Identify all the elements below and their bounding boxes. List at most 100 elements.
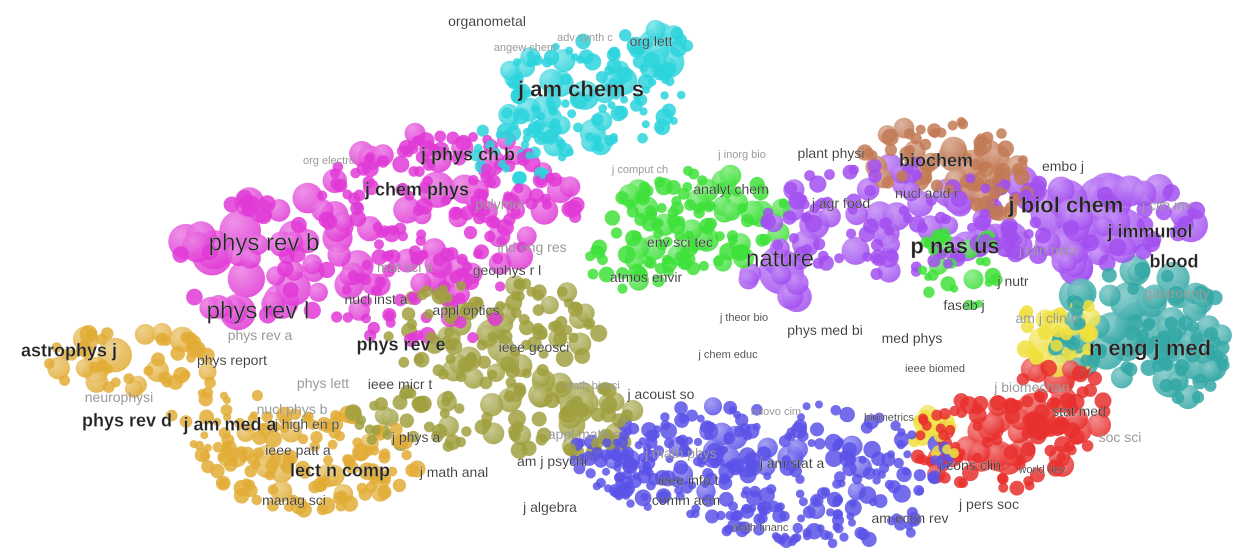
journal-bubble-medicine-red[interactable] <box>931 409 943 421</box>
journal-bubble-medicine-red[interactable] <box>1040 359 1057 377</box>
journal-bubble-physics-magenta[interactable] <box>333 181 344 192</box>
journal-bubble-social-blue[interactable] <box>753 524 765 536</box>
journal-bubble-math-gold[interactable] <box>199 409 215 425</box>
journal-bubble-chemistry-cyan[interactable] <box>637 74 654 91</box>
journal-bubble-environment-green[interactable] <box>759 233 771 246</box>
journal-label[interactable]: biochem <box>899 150 974 171</box>
journal-bubble-social-blue[interactable] <box>632 472 641 481</box>
journal-bubble-engineering-olive[interactable] <box>439 408 450 419</box>
journal-bubble-social-blue[interactable] <box>903 450 912 459</box>
journal-label[interactable]: lect n comp <box>290 460 391 481</box>
journal-bubble-biology-purple[interactable] <box>979 208 990 219</box>
journal-bubble-physics-magenta[interactable] <box>422 158 436 171</box>
journal-bubble-biochem-brown[interactable] <box>978 195 995 212</box>
journal-bubble-engineering-olive[interactable] <box>510 307 522 319</box>
journal-bubble-math-gold[interactable] <box>234 417 246 429</box>
journal-bubble-physics-magenta[interactable] <box>510 207 521 218</box>
journal-bubble-engineering-olive[interactable] <box>531 411 547 427</box>
journal-bubble-environment-green[interactable] <box>950 284 959 293</box>
journal-bubble-chemistry-cyan[interactable] <box>520 140 530 149</box>
journal-bubble-physics-magenta[interactable] <box>407 292 418 303</box>
journal-bubble-social-blue[interactable] <box>797 514 806 523</box>
journal-bubble-physics-magenta[interactable] <box>459 206 475 221</box>
journal-bubble-biology-purple[interactable] <box>980 183 991 194</box>
journal-bubble-biology-purple[interactable] <box>977 233 993 249</box>
journal-bubble-physics-magenta[interactable] <box>413 330 424 341</box>
journal-bubble-chemistry-cyan[interactable] <box>660 91 669 100</box>
journal-bubble-biology-purple[interactable] <box>1155 204 1172 221</box>
journal-label[interactable]: gastroenty <box>1144 285 1209 301</box>
journal-label[interactable]: math biosci <box>564 380 620 392</box>
journal-bubble-engineering-olive[interactable] <box>521 339 532 351</box>
journal-bubble-social-blue[interactable] <box>720 446 728 454</box>
journal-label[interactable]: analyt chem <box>693 181 769 198</box>
journal-bubble-physics-magenta[interactable] <box>361 259 372 270</box>
journal-bubble-math-gold[interactable] <box>341 495 359 512</box>
journal-bubble-physics-magenta[interactable] <box>513 183 524 194</box>
journal-bubble-engineering-olive[interactable] <box>596 382 609 395</box>
journal-bubble-medicine-red[interactable] <box>997 473 1008 484</box>
journal-bubble-social-blue[interactable] <box>723 432 736 445</box>
journal-bubble-chemistry-cyan[interactable] <box>524 88 533 98</box>
journal-bubble-physics-magenta[interactable] <box>321 213 338 230</box>
journal-label[interactable]: mat sci a <box>377 259 433 275</box>
journal-bubble-engineering-olive[interactable] <box>538 348 549 359</box>
journal-bubble-social-blue[interactable] <box>626 499 635 508</box>
journal-bubble-physics-magenta[interactable] <box>408 166 420 177</box>
journal-bubble-biology-purple[interactable] <box>801 244 813 255</box>
journal-bubble-social-blue[interactable] <box>749 485 761 498</box>
journal-bubble-engineering-olive[interactable] <box>364 424 375 435</box>
journal-bubble-biology-purple[interactable] <box>925 194 937 206</box>
journal-bubble-physics-magenta[interactable] <box>433 253 447 267</box>
journal-bubble-physics-magenta[interactable] <box>467 332 479 344</box>
journal-bubble-social-blue[interactable] <box>685 409 699 422</box>
journal-bubble-social-blue[interactable] <box>573 462 586 475</box>
journal-bubble-math-gold[interactable] <box>161 377 173 388</box>
journal-bubble-physics-magenta[interactable] <box>372 222 383 232</box>
journal-bubble-physics-magenta[interactable] <box>282 282 299 299</box>
journal-bubble-biochem-brown[interactable] <box>996 128 1007 139</box>
journal-bubble-physics-magenta[interactable] <box>353 189 366 202</box>
journal-bubble-environment-green[interactable] <box>665 180 681 195</box>
journal-bubble-medicine-red[interactable] <box>1057 417 1070 430</box>
journal-bubble-medicine-red[interactable] <box>1015 454 1026 465</box>
journal-label[interactable]: phys rev b <box>208 229 320 257</box>
journal-bubble-chemistry-cyan[interactable] <box>560 74 572 86</box>
journal-bubble-biology-purple[interactable] <box>940 214 951 225</box>
journal-bubble-social-blue[interactable] <box>643 502 652 511</box>
journal-bubble-medicine-teal[interactable] <box>1216 358 1230 372</box>
journal-bubble-math-gold[interactable] <box>44 358 55 369</box>
journal-bubble-social-blue[interactable] <box>730 460 743 473</box>
journal-bubble-social-blue[interactable] <box>833 509 843 519</box>
journal-bubble-math-gold[interactable] <box>309 441 321 452</box>
journal-label[interactable]: env sci tec <box>647 234 714 251</box>
journal-bubble-physics-magenta[interactable] <box>568 210 582 223</box>
journal-bubble-social-blue[interactable] <box>748 504 757 513</box>
journal-bubble-physics-magenta[interactable] <box>202 244 218 261</box>
journal-bubble-biology-purple[interactable] <box>784 181 798 195</box>
journal-bubble-engineering-olive[interactable] <box>445 353 456 364</box>
journal-bubble-social-blue[interactable] <box>907 430 917 440</box>
journal-bubble-engineering-olive[interactable] <box>423 309 434 320</box>
journal-label[interactable]: ieee info t <box>657 472 719 489</box>
journal-label[interactable]: j math phys <box>644 445 717 461</box>
journal-bubble-biochem-brown[interactable] <box>992 173 1003 184</box>
journal-bubble-biology-purple[interactable] <box>824 169 835 180</box>
journal-bubble-math-gold[interactable] <box>60 349 71 360</box>
journal-bubble-social-blue[interactable] <box>872 476 881 485</box>
journal-bubble-chemistry-cyan[interactable] <box>592 142 601 151</box>
journal-bubble-medicine-red[interactable] <box>1021 395 1034 408</box>
journal-bubble-medicine-red[interactable] <box>949 405 960 417</box>
journal-bubble-engineering-olive[interactable] <box>563 442 577 456</box>
journal-bubble-chemistry-cyan[interactable] <box>588 89 598 99</box>
journal-label[interactable]: appl math c <box>548 426 620 442</box>
journal-bubble-social-blue[interactable] <box>802 505 816 519</box>
journal-bubble-social-blue[interactable] <box>683 447 693 457</box>
journal-label[interactable]: astrophys j <box>21 340 118 361</box>
journal-label[interactable]: j theor bio <box>719 312 769 325</box>
journal-bubble-engineering-olive[interactable] <box>461 426 472 437</box>
journal-bubble-biology-purple[interactable] <box>1000 179 1011 190</box>
journal-bubble-biology-purple[interactable] <box>927 254 941 268</box>
journal-bubble-biology-purple[interactable] <box>870 238 884 252</box>
journal-label[interactable]: med phys <box>881 330 943 347</box>
